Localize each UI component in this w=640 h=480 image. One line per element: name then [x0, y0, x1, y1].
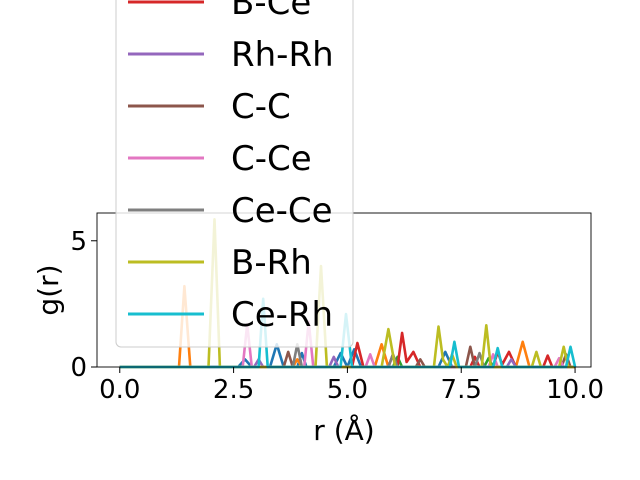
legend-label: Ce-Ce: [231, 191, 333, 231]
x-tick-label: 10.0: [546, 375, 604, 405]
axis-ticks: 0.0 2.5 5.0 7.5 10.0 0 5: [70, 227, 604, 405]
legend-label: B-Rh: [231, 243, 312, 283]
y-axis-label: g(r): [32, 264, 65, 315]
legend: B-Ce Rh-Rh C-C C-Ce Ce-Ce B-Rh Ce-Rh: [115, 0, 354, 348]
legend-label: B-Ce: [231, 0, 311, 23]
series-line-c-ce: [119, 320, 576, 369]
x-tick-label: 5.0: [327, 375, 368, 405]
legend-label: C-Ce: [231, 139, 312, 179]
legend-label: C-C: [231, 87, 291, 127]
legend-label: Ce-Rh: [231, 295, 333, 335]
series-line-b-rh: [119, 218, 576, 369]
legend-label: Rh-Rh: [231, 35, 334, 75]
y-tick-label: 0: [70, 353, 87, 383]
y-tick-label: 5: [70, 227, 87, 257]
series-line-rh-rh: [119, 355, 576, 369]
x-tick-label: 7.5: [441, 375, 482, 405]
x-axis-label: r (Å): [313, 413, 374, 447]
x-tick-label: 0.0: [99, 375, 140, 405]
legend-frame: [115, 0, 354, 348]
x-tick-label: 2.5: [213, 375, 254, 405]
